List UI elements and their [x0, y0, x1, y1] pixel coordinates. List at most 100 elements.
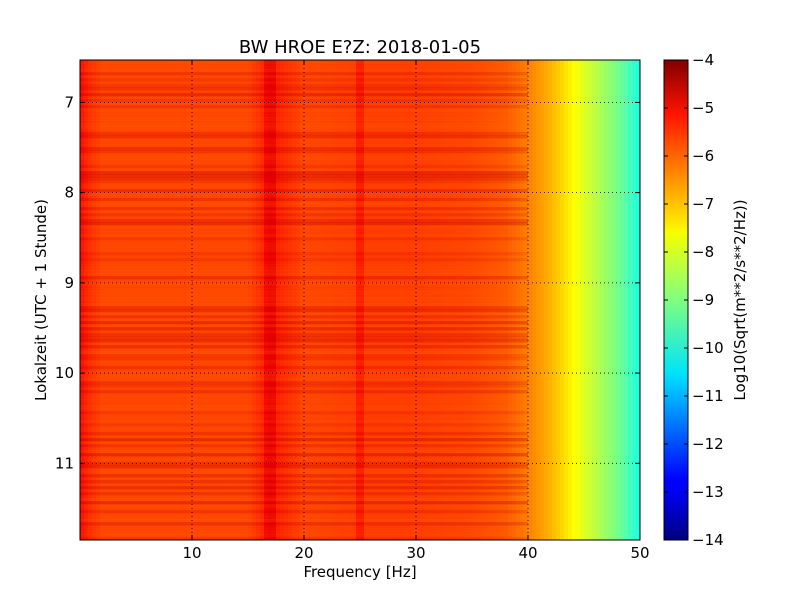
- frequency-band: [144, 60, 149, 540]
- frequency-band: [536, 60, 541, 540]
- frequency-band: [128, 60, 133, 540]
- colorbar-tick-label: −13: [692, 483, 724, 501]
- time-row-streak: [80, 285, 528, 289]
- frequency-band: [120, 60, 125, 540]
- frequency-band: [480, 60, 485, 540]
- time-row-streak: [80, 216, 528, 220]
- time-row-streak: [80, 420, 528, 424]
- time-row-streak: [80, 150, 528, 154]
- time-row-streak: [80, 324, 528, 328]
- time-row-streak: [80, 294, 528, 298]
- frequency-band: [528, 60, 533, 540]
- time-row-streak: [80, 510, 528, 514]
- time-row-streak: [80, 288, 528, 292]
- time-row-streak: [80, 312, 528, 316]
- time-row-streak: [80, 417, 528, 421]
- time-row-streak: [80, 249, 528, 253]
- colorbar-tick-label: −9: [692, 291, 714, 309]
- frequency-band: [420, 60, 425, 540]
- time-row-streak: [80, 372, 528, 376]
- frequency-band: [460, 60, 465, 540]
- y-tick-label: 9: [64, 274, 74, 292]
- frequency-band: [272, 60, 277, 540]
- time-row-streak: [80, 138, 528, 142]
- frequency-band: [440, 60, 445, 540]
- frequency-band: [132, 60, 137, 540]
- time-row-streak: [80, 117, 528, 121]
- frequency-band: [404, 60, 409, 540]
- frequency-band: [176, 60, 181, 540]
- frequency-band: [432, 60, 437, 540]
- y-axis-label: Lokalzeit (UTC + 1 Stunde): [32, 199, 50, 401]
- frequency-band: [604, 60, 609, 540]
- frequency-band: [556, 60, 561, 540]
- time-row-streak: [80, 297, 528, 301]
- frequency-band: [228, 60, 233, 540]
- frequency-band: [276, 60, 281, 540]
- frequency-band: [168, 60, 173, 540]
- frequency-band: [304, 60, 309, 540]
- frequency-band: [596, 60, 601, 540]
- time-row-streak: [80, 432, 528, 436]
- time-row-streak: [80, 414, 528, 418]
- frequency-band: [84, 60, 89, 540]
- time-row-streak: [80, 486, 528, 490]
- time-row-streak: [80, 168, 528, 172]
- time-row-streak: [80, 84, 528, 88]
- time-row-streak: [80, 426, 528, 430]
- frequency-band: [140, 60, 145, 540]
- frequency-band: [152, 60, 157, 540]
- time-row-streak: [80, 261, 528, 265]
- frequency-band: [252, 60, 257, 540]
- grid-lines: [80, 60, 640, 540]
- time-row-streak: [80, 300, 528, 304]
- frequency-band: [268, 60, 273, 540]
- time-row-streak: [80, 474, 528, 478]
- frequency-band: [240, 60, 245, 540]
- time-row-streak: [80, 513, 528, 517]
- frequency-band: [96, 60, 101, 540]
- colorbar-tick-label: −12: [692, 435, 724, 453]
- frequency-band: [200, 60, 205, 540]
- time-row-streak: [80, 525, 528, 529]
- frequency-band: [172, 60, 177, 540]
- frequency-band: [328, 60, 333, 540]
- frequency-band: [576, 60, 581, 540]
- time-row-streak: [80, 213, 528, 217]
- frequency-band: [324, 60, 329, 540]
- time-row-streak: [80, 108, 528, 112]
- frequency-band: [364, 60, 369, 540]
- frequency-band: [156, 60, 161, 540]
- frequency-band: [284, 60, 289, 540]
- time-row-streak: [80, 156, 528, 160]
- frequency-band: [468, 60, 473, 540]
- time-row-streak: [80, 408, 528, 412]
- time-row-streak: [80, 180, 528, 184]
- frequency-band: [372, 60, 377, 540]
- frequency-band: [344, 60, 349, 540]
- frequency-band: [568, 60, 573, 540]
- y-tick-label: 10: [55, 364, 74, 382]
- time-row-streak: [80, 522, 528, 526]
- frequency-band: [232, 60, 237, 540]
- frequency-band: [476, 60, 481, 540]
- frequency-band: [204, 60, 209, 540]
- frequency-band: [612, 60, 617, 540]
- time-row-streak: [80, 369, 528, 373]
- frequency-band: [148, 60, 153, 540]
- frequency-band: [376, 60, 381, 540]
- frequency-band: [580, 60, 585, 540]
- frequency-band: [488, 60, 493, 540]
- time-row-streak: [80, 345, 528, 349]
- frequency-band: [384, 60, 389, 540]
- frequency-band: [288, 60, 293, 540]
- frequency-band: [628, 60, 633, 540]
- time-row-streak: [80, 276, 528, 280]
- time-row-streak: [80, 354, 528, 358]
- frequency-band: [236, 60, 241, 540]
- frequency-band: [548, 60, 553, 540]
- colorbar-tick-label: −5: [692, 99, 714, 117]
- frequency-band: [512, 60, 517, 540]
- colorbar-ticks: −4 −5 −6 −7 −8 −9 −10 −11 −12 −13 −14: [664, 51, 724, 549]
- frequency-band: [212, 60, 217, 540]
